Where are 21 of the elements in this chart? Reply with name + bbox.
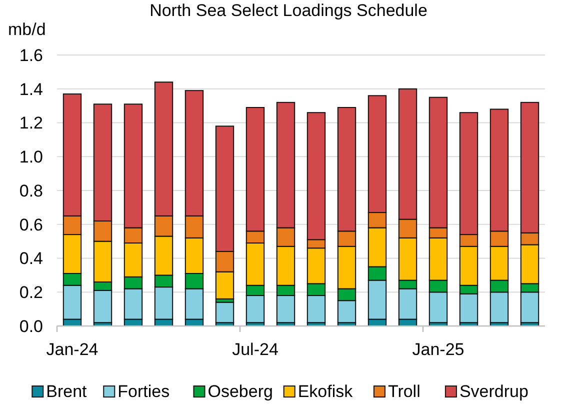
y-tick-label: 1.6 (19, 46, 43, 65)
x-tick-label: Jul-24 (232, 340, 278, 359)
x-tick-label: Jan-25 (412, 340, 464, 359)
legend-label: Troll (388, 382, 420, 401)
y-tick-label: 1.0 (19, 148, 43, 167)
y-tick-label: 1.4 (19, 80, 43, 99)
legend-label: Brent (46, 382, 88, 401)
y-tick-label: 0.4 (19, 249, 43, 268)
legend-label: Sverdrup (459, 382, 528, 401)
y-axis-title: mb/d (8, 20, 46, 39)
x-tick-label: Jan-24 (46, 340, 98, 359)
legend-label: Forties (118, 382, 170, 401)
chart-title: North Sea Select Loadings Schedule (150, 1, 428, 20)
legend-label: Ekofisk (298, 382, 354, 401)
y-tick-label: 0.0 (19, 316, 43, 336)
y-tick-label: 0.8 (19, 181, 43, 200)
legend-label: Oseberg (208, 382, 273, 401)
y-tick-label: 0.2 (19, 283, 43, 302)
bar (215, 302, 234, 324)
y-tick-label: 0.6 (19, 215, 43, 234)
y-tick-label: 1.2 (19, 114, 43, 133)
